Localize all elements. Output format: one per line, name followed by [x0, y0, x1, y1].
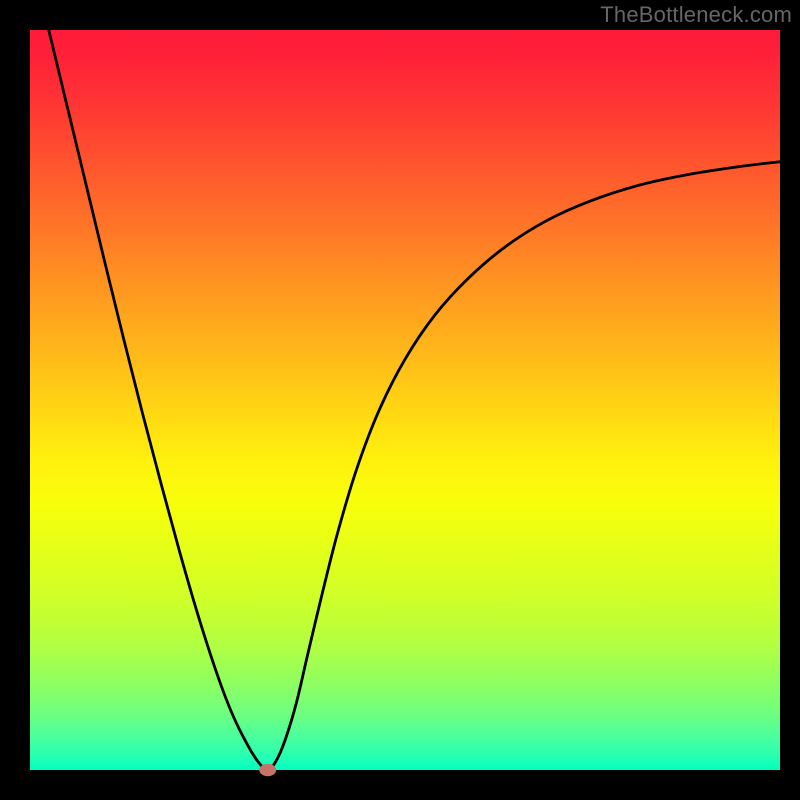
plot-area — [30, 30, 780, 770]
chart-stage: TheBottleneck.com — [0, 0, 800, 800]
bottleneck-chart-svg — [0, 0, 800, 800]
minimum-marker — [259, 764, 276, 776]
watermark-text: TheBottleneck.com — [600, 2, 792, 28]
